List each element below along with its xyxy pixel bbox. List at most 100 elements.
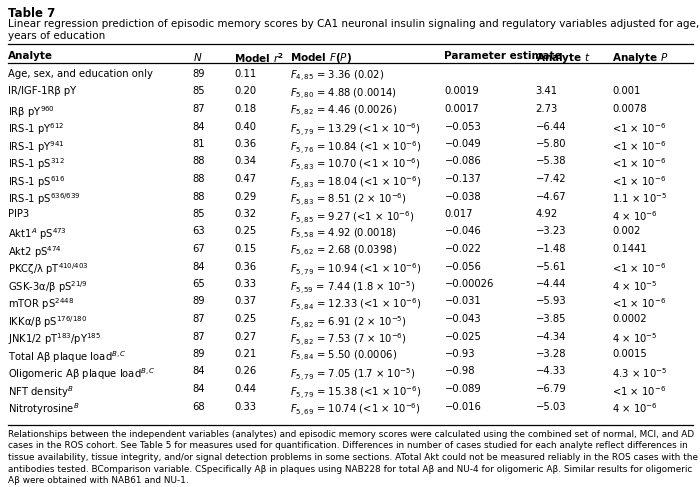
- Text: <1 × 10$^{-6}$: <1 × 10$^{-6}$: [612, 174, 666, 188]
- Text: Parameter estimate: Parameter estimate: [444, 51, 562, 61]
- Text: −4.67: −4.67: [536, 191, 566, 202]
- Text: <1 × 10$^{-6}$: <1 × 10$^{-6}$: [612, 297, 666, 310]
- Text: 0.1441: 0.1441: [612, 244, 648, 254]
- Text: $\it{F}_{5,80}$ = 4.88 (0.0014): $\it{F}_{5,80}$ = 4.88 (0.0014): [290, 87, 398, 102]
- Text: 0.40: 0.40: [234, 121, 256, 131]
- Text: −6.44: −6.44: [536, 121, 566, 131]
- Text: 1.1 × 10$^{-5}$: 1.1 × 10$^{-5}$: [612, 191, 668, 206]
- Text: 89: 89: [193, 349, 205, 359]
- Text: 0.25: 0.25: [234, 226, 257, 237]
- Text: 84: 84: [193, 262, 205, 271]
- Text: IRS-1 pS$^{636/639}$: IRS-1 pS$^{636/639}$: [8, 191, 81, 207]
- Text: 0.33: 0.33: [234, 401, 256, 412]
- Text: <1 × 10$^{-6}$: <1 × 10$^{-6}$: [612, 121, 666, 135]
- Text: −0.137: −0.137: [444, 174, 482, 184]
- Text: −3.23: −3.23: [536, 226, 566, 237]
- Text: 4.92: 4.92: [536, 209, 558, 219]
- Text: −4.44: −4.44: [536, 279, 566, 289]
- Text: $\it{F}_{5,85}$ = 9.27 (<1 × 10$^{-6}$): $\it{F}_{5,85}$ = 9.27 (<1 × 10$^{-6}$): [290, 209, 415, 226]
- Text: 0.0019: 0.0019: [444, 87, 480, 96]
- Text: −5.61: −5.61: [536, 262, 566, 271]
- Text: −5.80: −5.80: [536, 139, 566, 149]
- Text: $\it{F}_{5,58}$ = 4.92 (0.0018): $\it{F}_{5,58}$ = 4.92 (0.0018): [290, 226, 398, 242]
- Text: 0.18: 0.18: [234, 104, 257, 114]
- Text: 0.002: 0.002: [612, 226, 641, 237]
- Text: 0.29: 0.29: [234, 191, 257, 202]
- Text: −0.089: −0.089: [444, 384, 482, 394]
- Text: −4.34: −4.34: [536, 332, 566, 341]
- Text: −0.00026: −0.00026: [444, 279, 494, 289]
- Text: $\it{F}_{5,79}$ = 13.29 (<1 × 10$^{-6}$): $\it{F}_{5,79}$ = 13.29 (<1 × 10$^{-6}$): [290, 121, 421, 138]
- Text: Relationships between the independent variables (analytes) and episodic memory s: Relationships between the independent va…: [8, 430, 694, 439]
- Text: Table 7: Table 7: [8, 7, 56, 20]
- Text: 81: 81: [193, 139, 205, 149]
- Text: Analyte: Analyte: [8, 51, 53, 61]
- Text: −7.42: −7.42: [536, 174, 566, 184]
- Text: Akt1$^{A}$ pS$^{473}$: Akt1$^{A}$ pS$^{473}$: [8, 226, 67, 243]
- Text: 88: 88: [193, 156, 205, 167]
- Text: $\it{F}_{5,82}$ = 6.91 (2 × 10$^{-5}$): $\it{F}_{5,82}$ = 6.91 (2 × 10$^{-5}$): [290, 314, 407, 331]
- Text: 65: 65: [193, 279, 205, 289]
- Text: 3.41: 3.41: [536, 87, 558, 96]
- Text: 0.0017: 0.0017: [444, 104, 480, 114]
- Text: $\it{F}_{5,83}$ = 8.51 (2 × 10$^{-6}$): $\it{F}_{5,83}$ = 8.51 (2 × 10$^{-6}$): [290, 191, 407, 208]
- Text: −0.93: −0.93: [444, 349, 475, 359]
- Text: IRβ pY$^{960}$: IRβ pY$^{960}$: [8, 104, 55, 120]
- Text: Model $\mathbf{\mathit{F}}$($\mathbf{\mathit{P}}$): Model $\mathbf{\mathit{F}}$($\mathbf{\ma…: [290, 51, 352, 65]
- Text: 88: 88: [193, 191, 205, 202]
- Text: <1 × 10$^{-6}$: <1 × 10$^{-6}$: [612, 139, 666, 153]
- Text: tissue availability, tissue integrity, and/or signal detection problems in some : tissue availability, tissue integrity, a…: [8, 453, 699, 462]
- Text: −3.85: −3.85: [536, 314, 566, 324]
- Text: −0.031: −0.031: [444, 297, 482, 306]
- Text: 87: 87: [193, 332, 205, 341]
- Text: <1 × 10$^{-6}$: <1 × 10$^{-6}$: [612, 156, 666, 170]
- Text: Akt2 pS$^{474}$: Akt2 pS$^{474}$: [8, 244, 62, 260]
- Text: IRS-1 pY$^{612}$: IRS-1 pY$^{612}$: [8, 121, 65, 137]
- Text: −0.016: −0.016: [444, 401, 482, 412]
- Text: −0.049: −0.049: [444, 139, 482, 149]
- Text: 89: 89: [193, 69, 205, 79]
- Text: 0.32: 0.32: [234, 209, 257, 219]
- Text: −4.33: −4.33: [536, 367, 566, 376]
- Text: 0.34: 0.34: [234, 156, 256, 167]
- Text: 0.15: 0.15: [234, 244, 257, 254]
- Text: 0.47: 0.47: [234, 174, 257, 184]
- Text: 4 × 10$^{-6}$: 4 × 10$^{-6}$: [612, 401, 658, 415]
- Text: years of education: years of education: [8, 31, 106, 41]
- Text: Age, sex, and education only: Age, sex, and education only: [8, 69, 153, 79]
- Text: $\it{F}_{5,83}$ = 10.70 (<1 × 10$^{-6}$): $\it{F}_{5,83}$ = 10.70 (<1 × 10$^{-6}$): [290, 156, 421, 173]
- Text: −5.93: −5.93: [536, 297, 566, 306]
- Text: IRS-1 pY$^{941}$: IRS-1 pY$^{941}$: [8, 139, 65, 155]
- Text: $\it{F}_{5,82}$ = 4.46 (0.0026): $\it{F}_{5,82}$ = 4.46 (0.0026): [290, 104, 398, 119]
- Text: Linear regression prediction of episodic memory scores by CA1 neuronal insulin s: Linear regression prediction of episodic…: [8, 19, 700, 29]
- Text: 0.0078: 0.0078: [612, 104, 647, 114]
- Text: 84: 84: [193, 121, 205, 131]
- Text: Oligomeric Aβ plaque load$^{B,C}$: Oligomeric Aβ plaque load$^{B,C}$: [8, 367, 156, 382]
- Text: $\it{F}_{5,84}$ = 12.33 (<1 × 10$^{-6}$): $\it{F}_{5,84}$ = 12.33 (<1 × 10$^{-6}$): [290, 297, 422, 314]
- Text: 0.11: 0.11: [234, 69, 257, 79]
- Text: 0.44: 0.44: [234, 384, 256, 394]
- Text: <1 × 10$^{-6}$: <1 × 10$^{-6}$: [612, 262, 666, 275]
- Text: $\it{F}_{5,83}$ = 18.04 (<1 × 10$^{-6}$): $\it{F}_{5,83}$ = 18.04 (<1 × 10$^{-6}$): [290, 174, 422, 191]
- Text: 0.0002: 0.0002: [612, 314, 647, 324]
- Text: $\it{F}_{5,79}$ = 15.38 (<1 × 10$^{-6}$): $\it{F}_{5,79}$ = 15.38 (<1 × 10$^{-6}$): [290, 384, 422, 401]
- Text: 0.0015: 0.0015: [612, 349, 648, 359]
- Text: mTOR pS$^{2448}$: mTOR pS$^{2448}$: [8, 297, 74, 312]
- Text: 85: 85: [193, 209, 205, 219]
- Text: PKCζ/λ pT$^{410/403}$: PKCζ/λ pT$^{410/403}$: [8, 262, 89, 277]
- Text: $\it{F}_{5,79}$ = 7.05 (1.7 × 10$^{-5}$): $\it{F}_{5,79}$ = 7.05 (1.7 × 10$^{-5}$): [290, 367, 416, 383]
- Text: cases in the ROS cohort. See Table 5 for measures used for quantification. Diffe: cases in the ROS cohort. See Table 5 for…: [8, 442, 688, 450]
- Text: $\it{F}_{5,69}$ = 10.74 (<1 × 10$^{-6}$): $\it{F}_{5,69}$ = 10.74 (<1 × 10$^{-6}$): [290, 401, 421, 418]
- Text: 67: 67: [193, 244, 205, 254]
- Text: −0.98: −0.98: [444, 367, 475, 376]
- Text: 84: 84: [193, 384, 205, 394]
- Text: −0.056: −0.056: [444, 262, 482, 271]
- Text: Nitrotyrosine$^{B}$: Nitrotyrosine$^{B}$: [8, 401, 80, 417]
- Text: IRS-1 pS$^{312}$: IRS-1 pS$^{312}$: [8, 156, 65, 172]
- Text: −5.38: −5.38: [536, 156, 566, 167]
- Text: 0.33: 0.33: [234, 279, 256, 289]
- Text: 0.20: 0.20: [234, 87, 257, 96]
- Text: $\it{F}_{5,59}$ = 7.44 (1.8 × 10$^{-5}$): $\it{F}_{5,59}$ = 7.44 (1.8 × 10$^{-5}$): [290, 279, 416, 296]
- Text: 4.3 × 10$^{-5}$: 4.3 × 10$^{-5}$: [612, 367, 668, 380]
- Text: −0.086: −0.086: [444, 156, 482, 167]
